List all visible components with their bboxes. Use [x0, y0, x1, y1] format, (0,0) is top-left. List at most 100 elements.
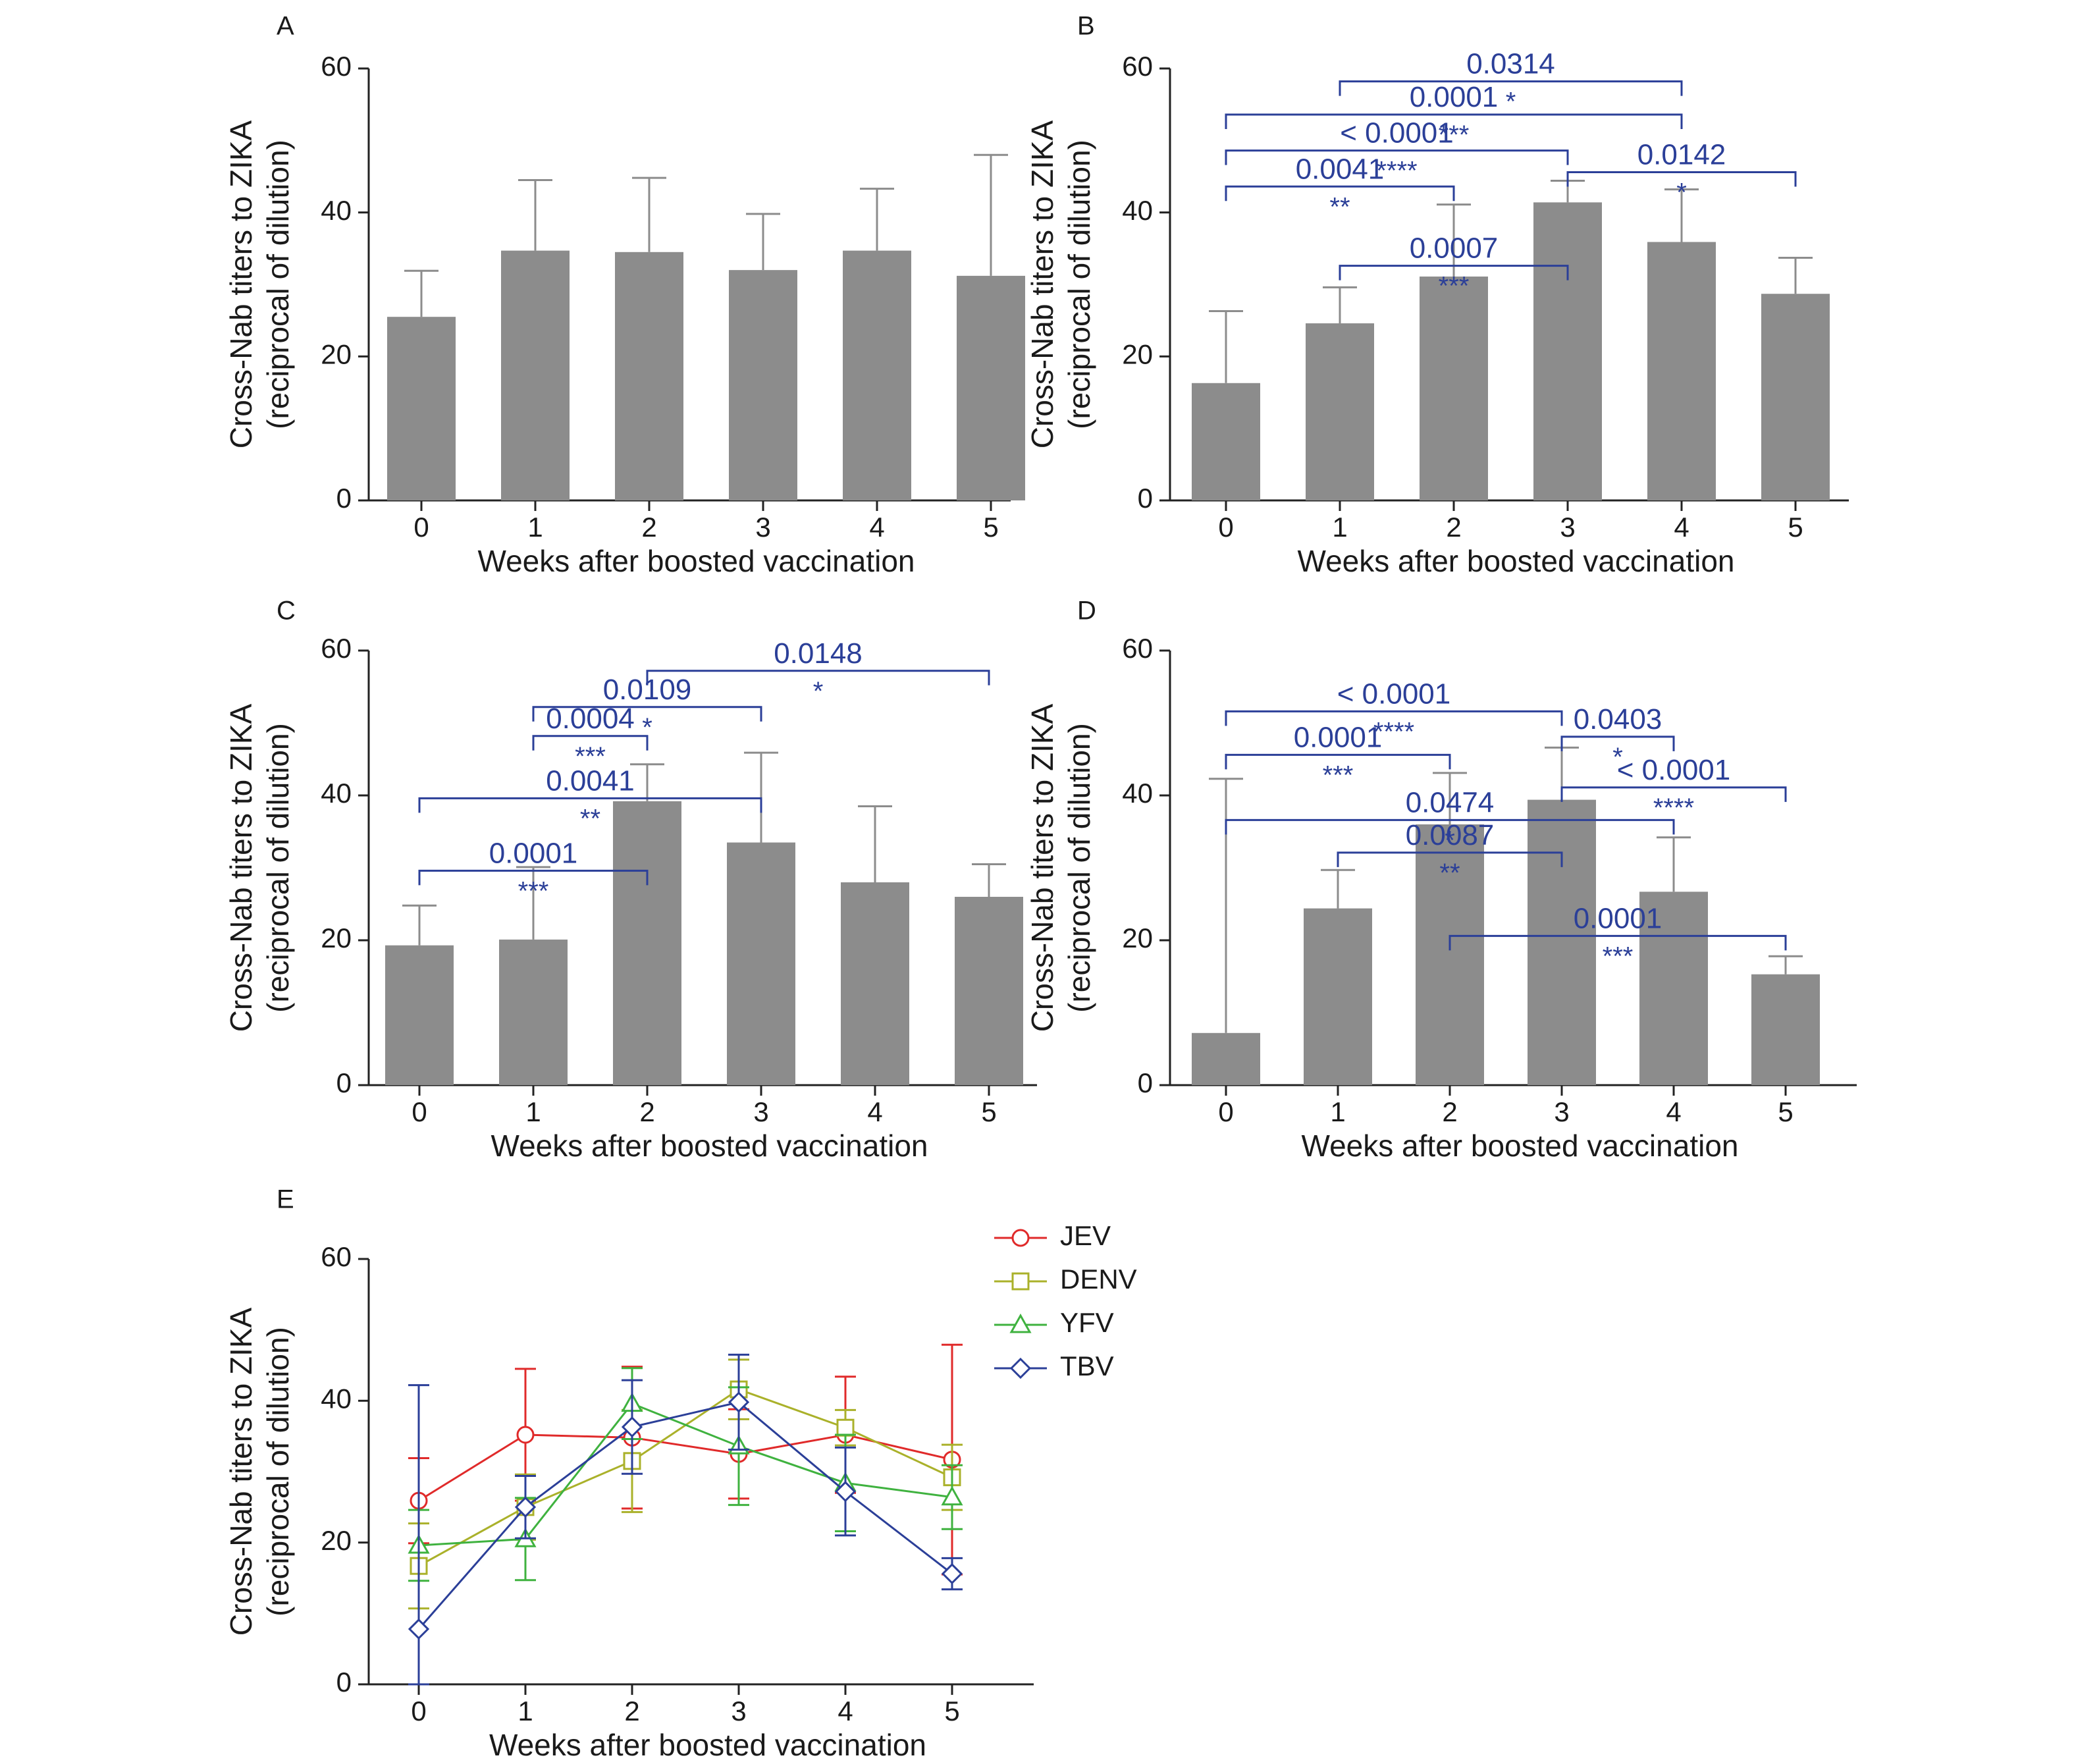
significance-bracket: 0.0142 *: [1566, 138, 1797, 207]
significance-bracket: 0.0001 ***: [1225, 81, 1683, 149]
bar-week-3: [1528, 799, 1596, 1085]
bar-week-0: [385, 945, 454, 1085]
significance-stars: ***: [518, 876, 549, 905]
significance-bracket: 0.0004 ***: [532, 703, 649, 771]
y-tick-label: 40: [321, 1383, 352, 1414]
legend-label: TBV: [1060, 1350, 1114, 1381]
p-value-label: 0.0142: [1637, 138, 1726, 171]
significance-stars: ****: [1376, 157, 1417, 186]
bar-week-4: [843, 250, 911, 500]
y-axis-label: Cross-Nab titers to ZIKA: [224, 120, 258, 448]
x-tick-label: 3: [753, 1096, 768, 1127]
x-axis-label: Weeks after boosted vaccination: [1298, 544, 1735, 578]
significance-bracket: 0.0041 **: [1225, 153, 1455, 221]
p-value-label: < 0.0001: [1337, 678, 1451, 710]
p-value-label: < 0.0001: [1340, 117, 1454, 149]
x-tick-label: 3: [731, 1696, 746, 1726]
bar-week-1: [1306, 323, 1374, 500]
y-tick-label: 0: [336, 483, 352, 514]
p-value-label: 0.0001: [1574, 902, 1662, 934]
y-axis-label: Cross-Nab titers to ZIKA: [1025, 120, 1059, 448]
y-tick-label: 20: [321, 1525, 352, 1556]
p-value-label: 0.0109: [603, 674, 692, 706]
y-tick-label: 0: [336, 1067, 352, 1098]
significance-bracket: 0.0148 *: [646, 637, 990, 706]
x-tick-label: 3: [755, 512, 770, 543]
significance-stars: ***: [575, 742, 606, 771]
x-tick-label: 2: [624, 1696, 639, 1726]
x-tick-label: 3: [1560, 512, 1575, 543]
panel-letter: A: [277, 12, 294, 41]
series-denv: [408, 1358, 963, 1610]
diamond-marker: [728, 1391, 750, 1413]
p-value-label: 0.0087: [1406, 819, 1495, 851]
y-tick-label: 60: [1122, 633, 1153, 664]
series-line: [418, 1402, 953, 1547]
bracket-line: [1225, 753, 1451, 770]
chart-panel-d: D 0 20 40 60 0 1 2 3 4 5 Weeks after boosted vaccin…: [1025, 597, 1857, 1163]
p-value-label: 0.0004: [546, 703, 635, 735]
y-tick-label: 0: [1138, 1067, 1153, 1098]
diamond-marker: [621, 1416, 643, 1438]
significance-stars: ***: [1603, 942, 1634, 971]
y-tick-label: 0: [1138, 483, 1153, 514]
bar-week-1: [501, 250, 570, 500]
series-line: [418, 1433, 953, 1502]
square-marker: [1011, 1272, 1030, 1291]
y-axis-label: Cross-Nab titers to ZIKA: [1025, 703, 1059, 1032]
x-tick-label: 4: [867, 1096, 882, 1127]
x-tick-label: 0: [411, 1696, 426, 1726]
bar-week-2: [1420, 276, 1488, 500]
bracket-line: [1225, 818, 1675, 835]
bar-week-3: [729, 270, 797, 500]
chart-panel-b: B 0 20 40 60 0 1 2 3 4 5 Weeks after boosted vaccin…: [1025, 12, 1849, 578]
significance-bracket: 0.0474 *: [1225, 786, 1675, 855]
significance-stars: ****: [1373, 717, 1414, 746]
significance-bracket: 0.0001 ***: [418, 837, 649, 905]
bar-week-0: [1192, 383, 1260, 500]
bracket-line: [1337, 851, 1563, 867]
chart-panel-a: A 0 20 40 60 0 1 2 3 4 5 Weeks after boosted vaccin…: [224, 12, 1025, 578]
y-axis-label: Cross-Nab titers to ZIKA: [224, 703, 258, 1032]
y-tick-label: 0: [336, 1667, 352, 1697]
y-axis-label: (reciprocal of dilution): [261, 1327, 295, 1617]
p-value-label: 0.0148: [774, 637, 863, 670]
significance-bracket: 0.0314 *: [1339, 48, 1683, 117]
bracket-line: [646, 670, 990, 685]
significance-stars: *: [642, 713, 652, 742]
bar-week-1: [1304, 908, 1372, 1085]
p-value-label: 0.0474: [1406, 786, 1495, 818]
x-tick-label: 4: [1674, 512, 1689, 543]
p-value-label: 0.0001: [1410, 81, 1499, 113]
x-tick-label: 2: [641, 512, 656, 543]
bar-week-0: [387, 317, 456, 500]
p-value-label: 0.0001: [489, 837, 578, 869]
p-value-label: 0.0041: [546, 764, 635, 797]
y-tick-label: 40: [1122, 195, 1153, 226]
significance-bracket: 0.0087 **: [1337, 819, 1563, 888]
bar-week-4: [1639, 892, 1708, 1085]
bracket-line: [1339, 265, 1569, 281]
x-tick-label: 1: [527, 512, 543, 543]
y-tick-label: 60: [321, 633, 352, 664]
triangle-marker: [941, 1485, 963, 1506]
y-tick-label: 20: [321, 338, 352, 369]
significance-bracket: 0.0403 *: [1560, 703, 1675, 772]
significance-stars: ***: [1323, 761, 1354, 789]
bar-week-2: [1416, 824, 1484, 1085]
x-tick-label: 2: [1442, 1096, 1457, 1127]
y-axis-label: (reciprocal of dilution): [261, 140, 295, 429]
bracket-line: [532, 706, 762, 722]
bar-week-3: [1533, 202, 1602, 500]
y-tick-label: 40: [321, 778, 352, 809]
bar-week-1: [499, 939, 568, 1085]
legend-label: JEV: [1060, 1220, 1111, 1251]
bar-week-3: [727, 842, 795, 1085]
x-axis-label: Weeks after boosted vaccination: [489, 1728, 926, 1762]
significance-stars: *: [1506, 88, 1516, 117]
diamond-marker: [408, 1618, 430, 1640]
significance-bracket: 0.0109 *: [532, 674, 762, 742]
bar-week-4: [841, 882, 909, 1085]
x-tick-label: 2: [1446, 512, 1461, 543]
